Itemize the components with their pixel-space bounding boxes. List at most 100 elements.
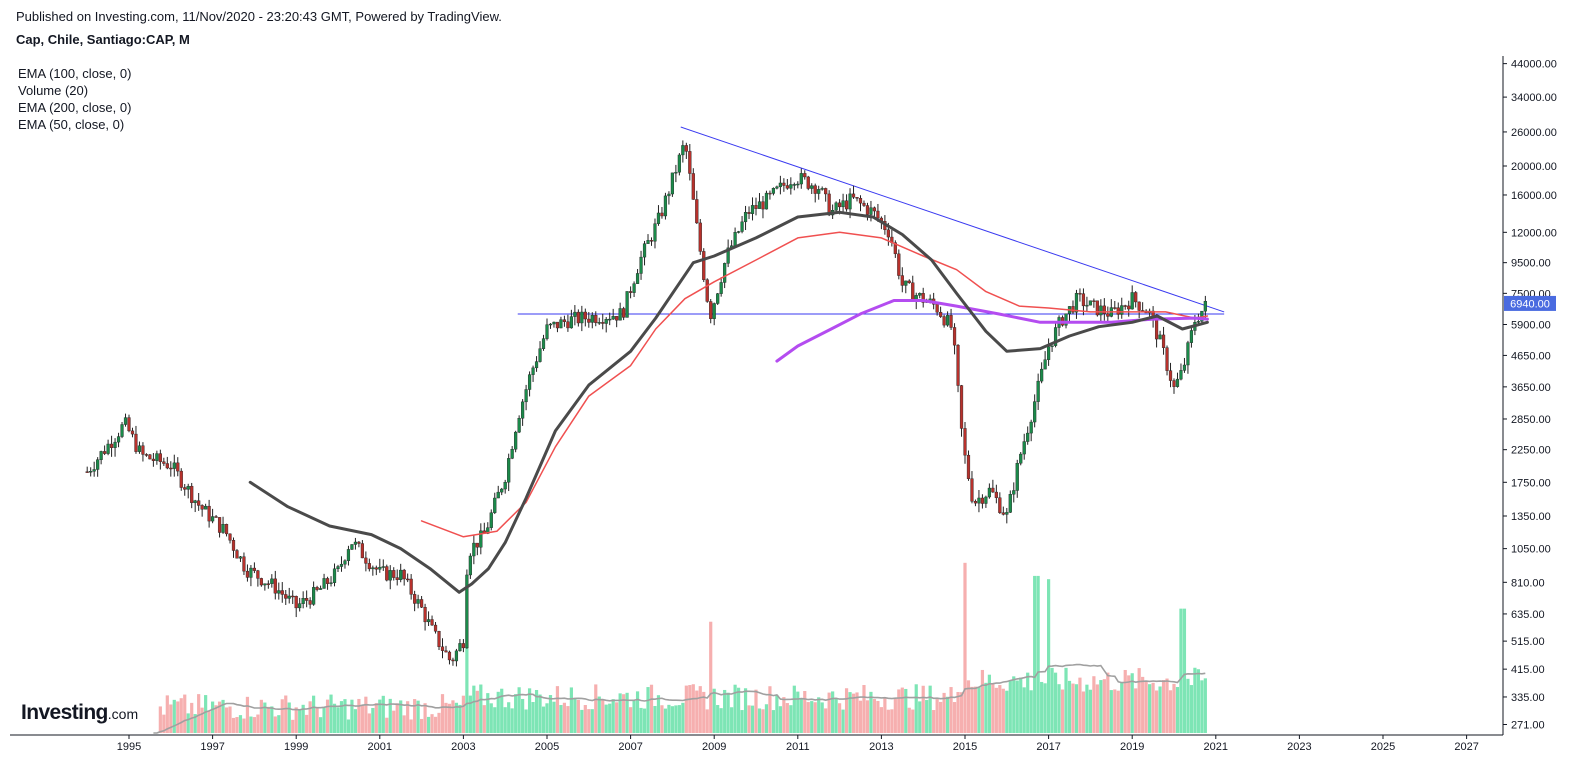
candle-body <box>332 568 337 583</box>
candle-body <box>263 583 267 586</box>
ema-lines <box>248 210 1209 594</box>
candle-body <box>844 200 849 210</box>
candle-body <box>597 322 601 324</box>
candle-body <box>803 173 807 178</box>
volume-bar <box>193 714 197 733</box>
candle-body <box>1001 512 1005 515</box>
volume-bar <box>618 693 622 733</box>
volume-bar <box>921 685 925 733</box>
volume-bar <box>601 700 605 733</box>
volume-bar <box>360 705 364 733</box>
price-tick-label: 20000.00 <box>1511 161 1557 173</box>
candle-body <box>1175 378 1180 387</box>
candle-body <box>813 185 817 194</box>
last-price-label: 6940.00 <box>1510 298 1550 310</box>
volume-bar <box>482 705 486 733</box>
volume-bar <box>838 703 842 733</box>
candle-body <box>120 424 124 437</box>
candle-body <box>778 182 782 188</box>
legend-item-ema100[interactable]: EMA (100, close, 0) <box>18 66 132 81</box>
volume-bar <box>1106 672 1110 733</box>
volume-bar <box>447 703 452 733</box>
symbol-title: Cap, Chile, Santiago:CAP, M <box>16 32 190 47</box>
candle-body <box>740 221 744 232</box>
volume-bar <box>312 695 316 733</box>
candle-body <box>99 451 103 460</box>
volume-bar <box>907 707 911 733</box>
candle-body <box>493 497 497 513</box>
candle-body <box>350 544 354 550</box>
candle-body <box>1120 305 1124 315</box>
candle-body <box>719 282 723 294</box>
price-tick-label: 1050.00 <box>1511 544 1551 556</box>
volume-bar <box>165 695 169 733</box>
candle-body <box>385 566 389 581</box>
volume-bar <box>750 705 755 733</box>
candle-body <box>252 567 256 571</box>
legend-item-volume[interactable]: Volume (20) <box>18 83 89 98</box>
volume-bar <box>709 621 713 733</box>
candle-body <box>221 523 225 533</box>
volume-bar <box>844 688 849 733</box>
volume-bar <box>1081 691 1086 733</box>
candle-body <box>653 223 657 242</box>
volume-bar <box>444 702 448 733</box>
volume-bar <box>670 706 674 733</box>
volume-bar <box>1064 667 1068 733</box>
volume-bar <box>925 700 929 733</box>
candle-body <box>695 199 699 224</box>
candle-body <box>270 578 274 584</box>
volume-bar <box>172 699 176 733</box>
volume-bar <box>242 718 246 733</box>
legend-item-ema200[interactable]: EMA (200, close, 0) <box>18 100 132 115</box>
volume-bar <box>813 702 817 733</box>
candle-body <box>639 256 643 274</box>
volume-bar <box>472 685 476 733</box>
candle-body <box>733 232 737 246</box>
volume-bar <box>576 699 580 733</box>
candle-body <box>876 210 880 219</box>
candle-body <box>364 557 368 564</box>
volume-bar <box>712 688 716 733</box>
candle-body <box>817 189 821 194</box>
candle-body <box>851 193 856 198</box>
volume-bar <box>984 682 988 733</box>
candle-body <box>1165 347 1169 371</box>
time-tick-label: 2013 <box>869 741 893 753</box>
volume-bar <box>966 680 971 733</box>
volume-bar <box>1113 689 1117 733</box>
candle-body <box>339 563 344 567</box>
candle-body <box>768 192 772 195</box>
candle-body <box>357 541 361 544</box>
volume-bar <box>862 685 866 733</box>
price-tick-label: 12000.00 <box>1511 227 1557 239</box>
candle-body <box>1064 313 1068 326</box>
price-tick-label: 2850.00 <box>1511 414 1551 426</box>
volume-bar <box>1015 680 1019 733</box>
candle-body <box>298 603 302 609</box>
volume-bar <box>1047 579 1051 733</box>
volume-bar <box>702 691 706 733</box>
legend-item-ema50[interactable]: EMA (50, close, 0) <box>18 117 125 132</box>
volume-bar <box>465 644 469 733</box>
volume-ma-line <box>153 663 1206 734</box>
volume-bar <box>872 699 877 733</box>
candle-body <box>691 173 695 200</box>
candle-body <box>900 275 904 286</box>
candle-body <box>712 303 716 319</box>
volume-bar <box>221 699 225 733</box>
candle-body <box>838 202 842 208</box>
candle-body <box>1071 306 1075 313</box>
volume-bar <box>918 701 922 733</box>
candle-body <box>841 200 845 208</box>
candle-body <box>113 441 117 448</box>
candle-body <box>573 311 577 317</box>
candle-body <box>231 539 236 551</box>
candle-body <box>461 643 465 649</box>
volume-bar <box>705 709 709 733</box>
volume-bar <box>273 716 277 733</box>
candle-body <box>583 311 587 320</box>
volume-bar <box>778 706 782 733</box>
volume-bar <box>1193 667 1197 733</box>
